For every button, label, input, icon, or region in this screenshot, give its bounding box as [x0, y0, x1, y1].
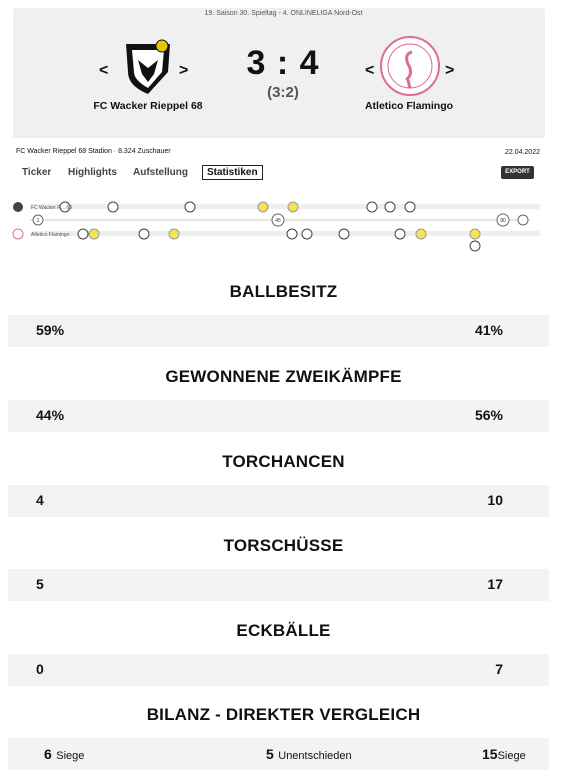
header-bg — [13, 8, 545, 138]
score: 3 : 4 — [246, 44, 320, 82]
label: Siege — [56, 750, 85, 762]
home-value: 59% — [36, 322, 65, 338]
home-value: 5 — [36, 576, 44, 593]
away-team: Atletico Flamingo — [364, 100, 454, 112]
minute: 90 — [500, 218, 506, 224]
stat-row — [8, 654, 549, 687]
value: 6 — [44, 746, 52, 762]
label: Unentschieden — [278, 750, 352, 762]
next-away[interactable]: > — [445, 62, 455, 79]
next-home[interactable]: > — [179, 62, 189, 79]
tab[interactable]: Aufstellung — [133, 167, 188, 178]
draws: 5 Unentschieden — [266, 746, 352, 764]
home-value: 44% — [36, 406, 65, 423]
stat-row — [8, 484, 549, 517]
away-value: 56% — [474, 406, 503, 423]
home-wins: 6 Siege — [44, 746, 84, 764]
info: FC Wacker Rieppel 68 Stadion · 8.324 Zus… — [16, 148, 171, 155]
away-value: 7 — [495, 661, 503, 678]
bilanz-row — [8, 738, 549, 770]
halftime: (3:2) — [267, 84, 299, 101]
stat-title: BALLBESITZ — [229, 282, 338, 301]
home-team: FC Wacker Rieppel 68 — [93, 100, 203, 112]
away-value: 10 — [487, 491, 503, 508]
league: 19. Saison 30. Spieltag - 4. ONLINELIGA … — [204, 10, 363, 17]
label: Siege — [497, 750, 526, 762]
spectators: · 8.324 Zuschauer — [113, 148, 171, 155]
bilanz-title: BILANZ - DIREKTER VERGLEICH — [146, 705, 421, 724]
minute: 1 — [37, 218, 40, 224]
export-button[interactable]: EXPORT — [501, 166, 534, 179]
value: 15 — [482, 746, 498, 762]
away-value: 17 — [487, 576, 503, 593]
stat-title: TORSCHÜSSE — [223, 536, 344, 556]
prev-home[interactable]: < — [99, 62, 109, 79]
timeline: FC Wacker R... 68 Atletico Flamingo 1 45 90 — [12, 201, 540, 252]
home-value: 0 — [36, 661, 44, 678]
stat-title: ECKBÄLLE — [236, 621, 331, 641]
value: 5 — [266, 746, 274, 762]
tab[interactable]: Ticker — [22, 167, 52, 178]
tab[interactable]: Highlights — [68, 167, 117, 178]
stat-row — [8, 315, 549, 347]
prev-away[interactable]: < — [365, 62, 375, 79]
minute: 45 — [275, 218, 281, 224]
tab[interactable]: Statistiken — [202, 165, 263, 180]
away-logo — [380, 36, 440, 96]
stat-row — [8, 399, 549, 432]
home-logo — [126, 39, 170, 94]
date: 22.04.2022 — [504, 149, 540, 156]
stat-row — [8, 569, 549, 602]
timeline-away: Atletico Flamingo — [31, 232, 70, 238]
venue: FC Wacker Rieppel 68 Stadion — [16, 148, 112, 155]
away-value: 41% — [474, 322, 503, 338]
stat-title: GEWONNENE ZWEIKÄMPFE — [165, 366, 402, 386]
stat-title: TORCHANCEN — [222, 451, 345, 471]
timeline-home: FC Wacker R... 68 — [31, 205, 72, 211]
home-value: 4 — [36, 491, 44, 508]
away-wins: 15Siege — [482, 746, 526, 764]
